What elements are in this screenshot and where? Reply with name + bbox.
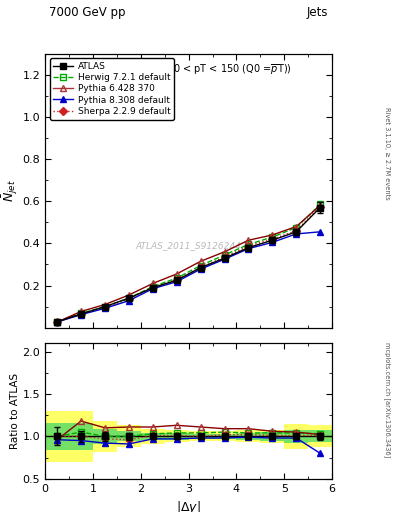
Text: $N_{jet}$ vs $\Delta y$ (FB) (120 < pT < 150 (Q0 =$\overline{p}$T)): $N_{jet}$ vs $\Delta y$ (FB) (120 < pT <… [85, 62, 292, 77]
Text: Jets: Jets [307, 7, 328, 19]
Text: Rivet 3.1.10, ≥ 2.7M events: Rivet 3.1.10, ≥ 2.7M events [384, 107, 390, 200]
Y-axis label: $\bar{N}_{jet}$: $\bar{N}_{jet}$ [0, 179, 20, 202]
Text: mcplots.cern.ch [arXiv:1306.3436]: mcplots.cern.ch [arXiv:1306.3436] [384, 342, 391, 457]
Text: 7000 GeV pp: 7000 GeV pp [49, 7, 126, 19]
Text: ATLAS_2011_S9126244: ATLAS_2011_S9126244 [136, 241, 242, 250]
Y-axis label: Ratio to ATLAS: Ratio to ATLAS [10, 373, 20, 449]
Legend: ATLAS, Herwig 7.2.1 default, Pythia 6.428 370, Pythia 8.308 default, Sherpa 2.2.: ATLAS, Herwig 7.2.1 default, Pythia 6.42… [50, 58, 174, 119]
X-axis label: $|\Delta y|$: $|\Delta y|$ [176, 499, 201, 512]
